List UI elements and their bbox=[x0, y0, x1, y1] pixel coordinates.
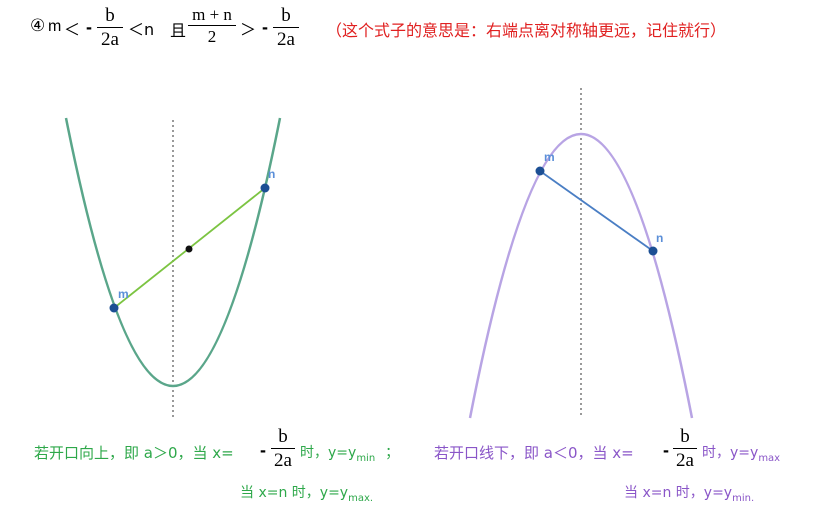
fraction-denominator: 2a bbox=[101, 29, 119, 50]
left-chord-midpoint bbox=[185, 245, 193, 253]
fraction-bar bbox=[673, 448, 697, 449]
right-label-n: n bbox=[656, 231, 664, 245]
less-than-sign: ＜ bbox=[64, 20, 81, 39]
fraction-denominator: 2 bbox=[207, 27, 217, 46]
fraction-bar bbox=[97, 27, 123, 28]
fraction-denominator: 2a bbox=[277, 29, 295, 50]
circled-number: ④ bbox=[30, 16, 46, 36]
right-point-n bbox=[648, 246, 658, 256]
minus-sign: - bbox=[260, 440, 266, 460]
left-label-n: n bbox=[268, 167, 276, 181]
minus-sign: - bbox=[663, 440, 669, 460]
var-m: m bbox=[48, 18, 62, 35]
fraction-b-over-2a: b 2a bbox=[272, 6, 300, 49]
right-fraction-b-over-2a: b 2a bbox=[672, 427, 698, 470]
fraction-numerator: b bbox=[680, 426, 690, 447]
right-parabola-downward bbox=[468, 132, 694, 419]
fraction-numerator: m + n bbox=[192, 5, 232, 24]
greater-than-sign: ＞ bbox=[240, 20, 257, 39]
fraction-denominator: 2a bbox=[274, 450, 292, 471]
header-formula: ④ m ＜ - b 2a ＜n 且 m + n 2 ＞ - b 2a （这个式子… bbox=[0, 0, 819, 70]
fraction-denominator: 2a bbox=[676, 450, 694, 471]
fraction-numerator: b bbox=[105, 5, 115, 26]
minus-sign: - bbox=[86, 17, 92, 37]
explanation-note: （这个式子的意思是：右端点离对称轴更远，记住就行） bbox=[326, 21, 727, 40]
and-word: 且 bbox=[170, 21, 187, 40]
fraction-bar bbox=[273, 27, 299, 28]
left-point-n bbox=[260, 183, 270, 193]
fraction-mn-over-2: m + n 2 bbox=[186, 6, 238, 45]
fraction-bar bbox=[271, 448, 295, 449]
fraction-b-over-2a: b 2a bbox=[96, 6, 124, 49]
right-point-m bbox=[535, 166, 545, 176]
less-than-n: ＜n bbox=[128, 20, 155, 39]
right-caption-line2: 当 x=n 时，y=ymin. bbox=[624, 485, 755, 504]
left-label-m: m bbox=[118, 287, 129, 301]
right-caption-line1-end: 时，y=ymax bbox=[702, 445, 781, 464]
right-label-m: m bbox=[544, 150, 555, 164]
left-fraction-b-over-2a: b 2a bbox=[270, 427, 296, 470]
fraction-numerator: b bbox=[278, 426, 288, 447]
left-point-m bbox=[109, 303, 119, 313]
left-caption-line1-end: 时，y=ymin； bbox=[300, 445, 400, 464]
left-parabola-upward bbox=[64, 117, 282, 387]
left-caption-line2: 当 x=n 时，y=ymax. bbox=[240, 485, 374, 504]
fraction-bar bbox=[188, 25, 236, 26]
right-caption-line1-start: 若开口线下，即 a＜0，当 x= bbox=[434, 444, 634, 462]
fraction-numerator: b bbox=[281, 5, 291, 26]
left-caption-line1-start: 若开口向上，即 a＞0，当 x= bbox=[34, 444, 234, 462]
right-chord-m-n bbox=[539, 170, 654, 252]
minus-sign: - bbox=[262, 17, 268, 37]
